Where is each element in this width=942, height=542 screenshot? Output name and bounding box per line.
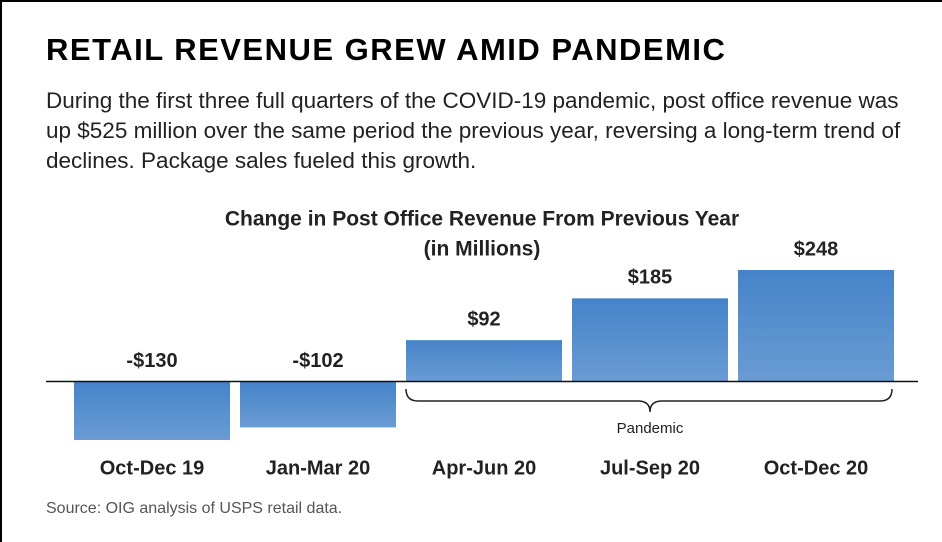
annotation: Pandemic xyxy=(617,420,684,437)
chart-title: Change in Post Office Revenue From Previ… xyxy=(225,208,739,231)
x-tick-label: Jul-Sep 20 xyxy=(600,457,700,479)
bar xyxy=(74,381,230,440)
bar xyxy=(572,298,728,382)
pandemic-bracket xyxy=(405,388,893,413)
chart-subtitle: (in Millions) xyxy=(424,238,541,261)
value-label: $92 xyxy=(467,308,500,330)
x-tick-label: Oct-Dec 19 xyxy=(100,457,205,479)
bar xyxy=(738,270,894,382)
bar xyxy=(406,340,562,382)
source-note: Source: OIG analysis of USPS retail data… xyxy=(46,500,343,517)
bar xyxy=(240,381,396,428)
intro-text: During the first three full quarters of … xyxy=(46,88,901,173)
value-label: $248 xyxy=(794,238,839,260)
x-tick-label: Oct-Dec 20 xyxy=(764,457,869,479)
value-label: -$102 xyxy=(292,350,343,372)
x-tick-label: Apr-Jun 20 xyxy=(432,457,536,479)
headline: RETAIL REVENUE GREW AMID PANDEMIC xyxy=(46,32,727,67)
value-label: $185 xyxy=(628,267,673,289)
value-label: -$130 xyxy=(126,350,177,372)
x-tick-label: Jan-Mar 20 xyxy=(266,457,371,479)
